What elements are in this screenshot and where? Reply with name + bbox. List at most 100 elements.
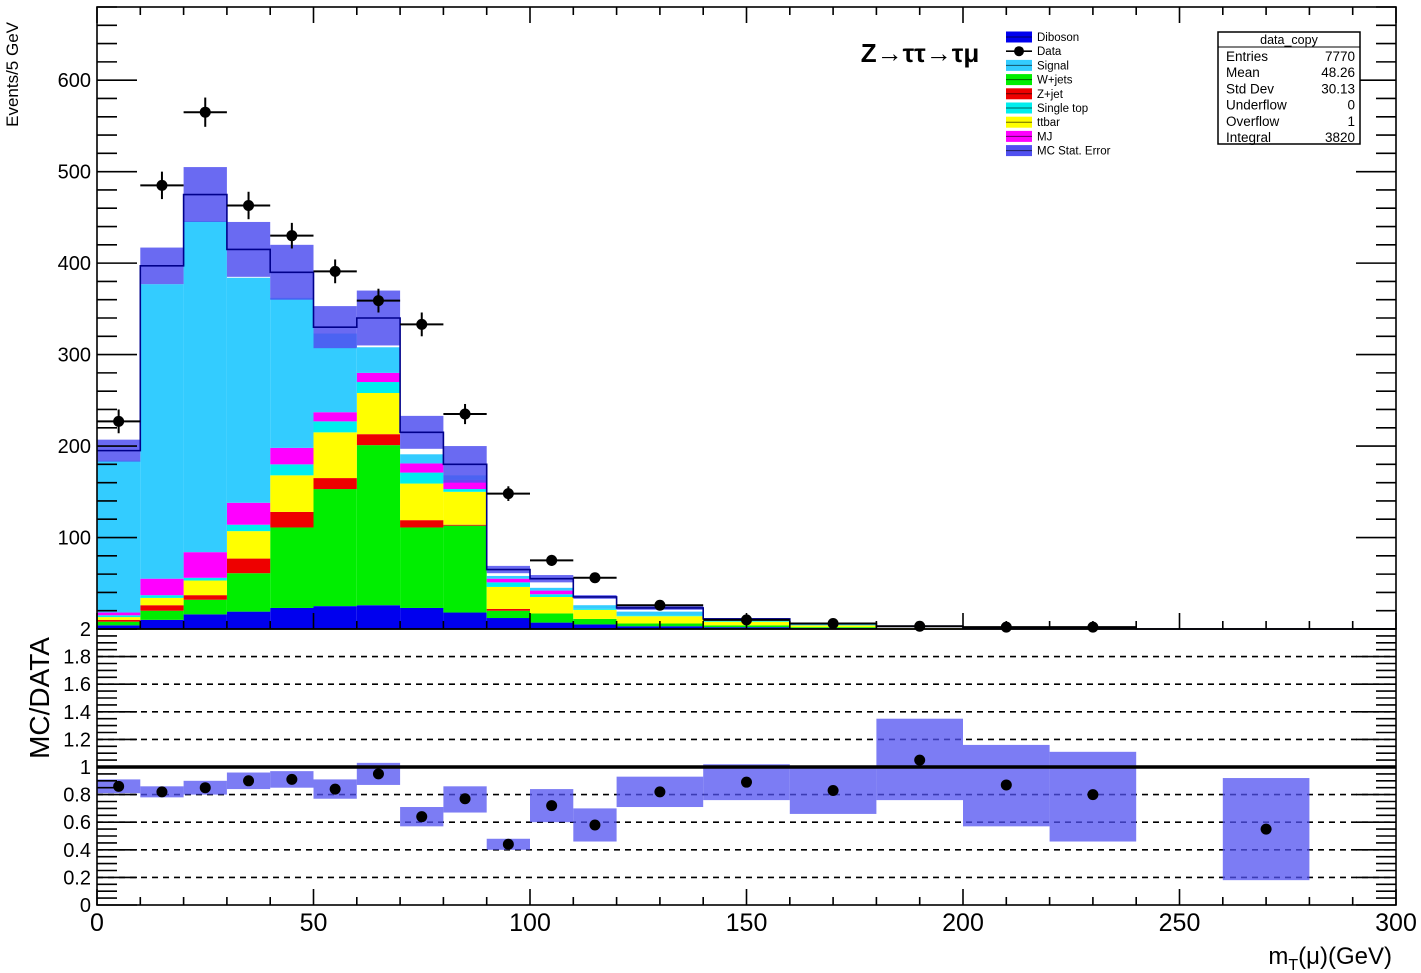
bar-diboson — [183, 614, 227, 629]
bar-z-jet — [270, 511, 314, 528]
bar-diboson — [140, 619, 184, 629]
bar-mj — [486, 578, 530, 583]
bar-signal — [530, 587, 574, 591]
bar-diboson — [270, 607, 314, 629]
y-tick-label-ratio: 1.4 — [63, 702, 91, 724]
bar-ttbar — [443, 491, 487, 525]
ratio-point — [502, 838, 514, 850]
y-tick-label-ratio: 0.2 — [63, 867, 91, 889]
data-point — [372, 295, 384, 307]
bar-mj — [226, 502, 271, 525]
bar-single-top — [270, 464, 314, 476]
bar-signal — [97, 460, 141, 613]
bar-z-jet — [226, 558, 271, 574]
bar-signal — [270, 297, 314, 448]
stats-box-value: 30.13 — [1321, 81, 1355, 96]
data-point — [654, 599, 666, 611]
bar-w-jets — [530, 613, 574, 623]
legend-marker-data — [1014, 46, 1024, 57]
bar-z-jet — [140, 605, 184, 611]
data-point — [156, 179, 168, 191]
y-tick-label-main: 400 — [58, 253, 91, 275]
y-tick-label-ratio: 1.8 — [63, 647, 91, 669]
x-tick-label: 0 — [90, 909, 104, 937]
stats-box-value: 0 — [1347, 98, 1355, 113]
main-plot-layer — [97, 97, 1396, 633]
bar-w-jets — [226, 573, 271, 612]
y-tick-label-ratio: 0 — [80, 895, 91, 917]
y-axis-label-main: Events/5 GeV — [3, 21, 22, 127]
bar-mj — [313, 412, 357, 422]
ratio-point — [199, 782, 211, 794]
ratio-point — [914, 754, 926, 766]
y-tick-label-ratio: 1.6 — [63, 674, 91, 696]
bar-mj — [400, 463, 444, 473]
bar-diboson — [486, 618, 530, 629]
legend-label: Diboson — [1037, 32, 1079, 44]
bar-ttbar — [140, 597, 184, 606]
bar-diboson — [400, 607, 444, 629]
legend-label: ttbar — [1037, 117, 1060, 129]
legend-label: Signal — [1037, 60, 1069, 72]
bar-single-top — [486, 582, 530, 587]
bar-signal — [486, 575, 530, 579]
x-tick-label: 100 — [509, 909, 551, 937]
bar-mj — [356, 372, 401, 383]
bar-diboson — [226, 611, 271, 629]
bar-z-jet — [356, 434, 401, 446]
ratio-point — [416, 811, 428, 823]
y-tick-label-main: 100 — [58, 528, 91, 550]
x-tick-label: 250 — [1159, 909, 1201, 937]
bar-w-jets — [400, 527, 444, 608]
y-axis-label-ratio: MC/DATA — [24, 637, 55, 759]
data-point — [416, 318, 428, 330]
stats-box-value: 48.26 — [1321, 65, 1355, 80]
legend-label: W+jets — [1037, 75, 1073, 87]
legend-label: Data — [1037, 46, 1062, 58]
stats-box-frame — [1217, 31, 1361, 145]
bar-single-top — [313, 421, 357, 433]
bar-signal — [400, 454, 444, 464]
ratio-point — [372, 768, 384, 780]
y-tick-label-main: 600 — [58, 70, 91, 92]
bar-diboson — [97, 625, 141, 629]
y-tick-label-ratio: 1 — [80, 757, 91, 779]
bar-z-jet — [313, 478, 357, 490]
stats-box-value: 7770 — [1325, 49, 1355, 64]
stats-box-label: Mean — [1226, 65, 1260, 80]
bar-single-top — [183, 577, 227, 581]
data-point — [286, 230, 298, 242]
bar-diboson — [573, 624, 617, 629]
data-point — [546, 554, 558, 566]
bar-ttbar — [616, 616, 704, 624]
ratio-point — [654, 786, 666, 798]
bar-single-top — [443, 489, 487, 492]
ratio-point — [329, 783, 341, 795]
x-axis-label: mT(μ)(GeV) — [1268, 943, 1392, 973]
y-tick-label-main: 200 — [58, 436, 91, 458]
bar-ttbar — [226, 531, 271, 559]
y-tick-label-ratio: 0.8 — [63, 785, 91, 807]
data-point — [243, 199, 255, 211]
stats-box: data_copy Entries 7770 Mean 48.26 Std Dev 30.… — [1217, 31, 1361, 145]
bar-w-jets — [573, 618, 617, 625]
ratio-point — [546, 800, 558, 812]
bar-z-jet — [97, 619, 141, 622]
stats-box-label: Overflow — [1226, 114, 1280, 129]
data-point — [589, 572, 601, 584]
bar-mj — [97, 612, 141, 616]
bar-w-jets — [270, 527, 314, 608]
bar-w-jets — [140, 610, 184, 620]
bar-signal — [183, 221, 227, 553]
y-tick-label-ratio: 0.6 — [63, 812, 91, 834]
bar-ttbar — [400, 483, 444, 521]
bar-ttbar — [356, 393, 401, 435]
bar-ttbar — [270, 475, 314, 512]
stats-box-label: Integral — [1226, 130, 1271, 145]
x-axis-label-subscript: T — [1288, 957, 1298, 973]
y-tick-label-main: 500 — [58, 162, 91, 184]
stats-box-title: data_copy — [1260, 33, 1318, 47]
stats-box-label: Std Dev — [1226, 81, 1274, 96]
data-point — [329, 265, 341, 277]
stats-box-label: Entries — [1226, 49, 1268, 64]
